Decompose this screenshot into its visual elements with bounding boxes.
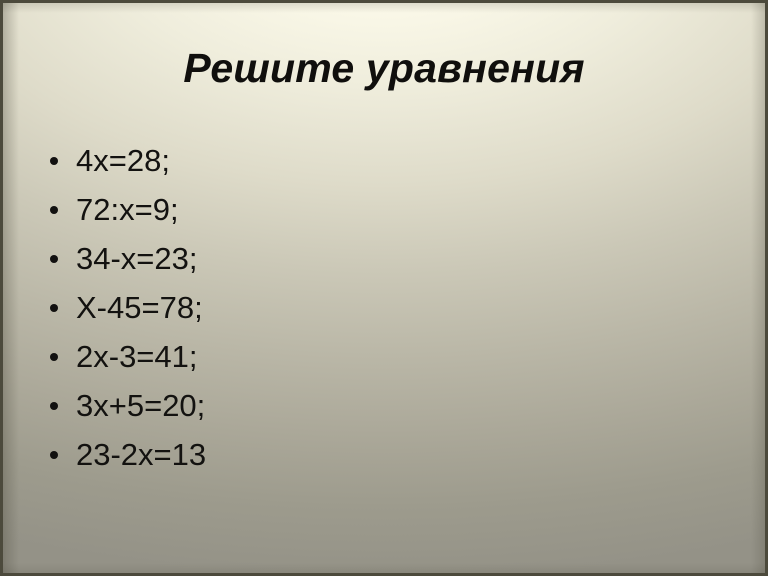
equation-text: 4x=28;	[76, 143, 170, 178]
list-item: 34-x=23;	[43, 234, 725, 283]
equation-text: 72:x=9;	[76, 192, 179, 227]
filled-circle-bullet-icon	[50, 254, 58, 263]
filled-circle-bullet-icon	[50, 352, 58, 361]
filled-circle-bullet-icon	[50, 450, 58, 459]
equation-text: 3x+5=20;	[76, 388, 206, 423]
equation-text: X-45=78;	[76, 290, 203, 325]
equation-text: 2x-3=41;	[76, 339, 198, 374]
filled-circle-bullet-icon	[50, 205, 58, 214]
list-item: X-45=78;	[43, 283, 725, 332]
equation-text: 23-2x=13	[76, 437, 207, 472]
list-item: 3x+5=20;	[43, 381, 725, 430]
equation-bullet-list: 4x=28; 72:x=9; 34-x=23; X-45=78; 2x-3=41…	[43, 136, 725, 479]
slide-title: Решите уравнения	[183, 45, 585, 91]
list-item: 72:x=9;	[43, 185, 725, 234]
filled-circle-bullet-icon	[50, 156, 58, 165]
list-item: 2x-3=41;	[43, 332, 725, 381]
filled-circle-bullet-icon	[50, 303, 58, 312]
list-item: 4x=28;	[43, 136, 725, 185]
equation-text: 34-x=23;	[76, 241, 198, 276]
filled-circle-bullet-icon	[50, 401, 58, 410]
list-item: 23-2x=13	[43, 430, 725, 479]
